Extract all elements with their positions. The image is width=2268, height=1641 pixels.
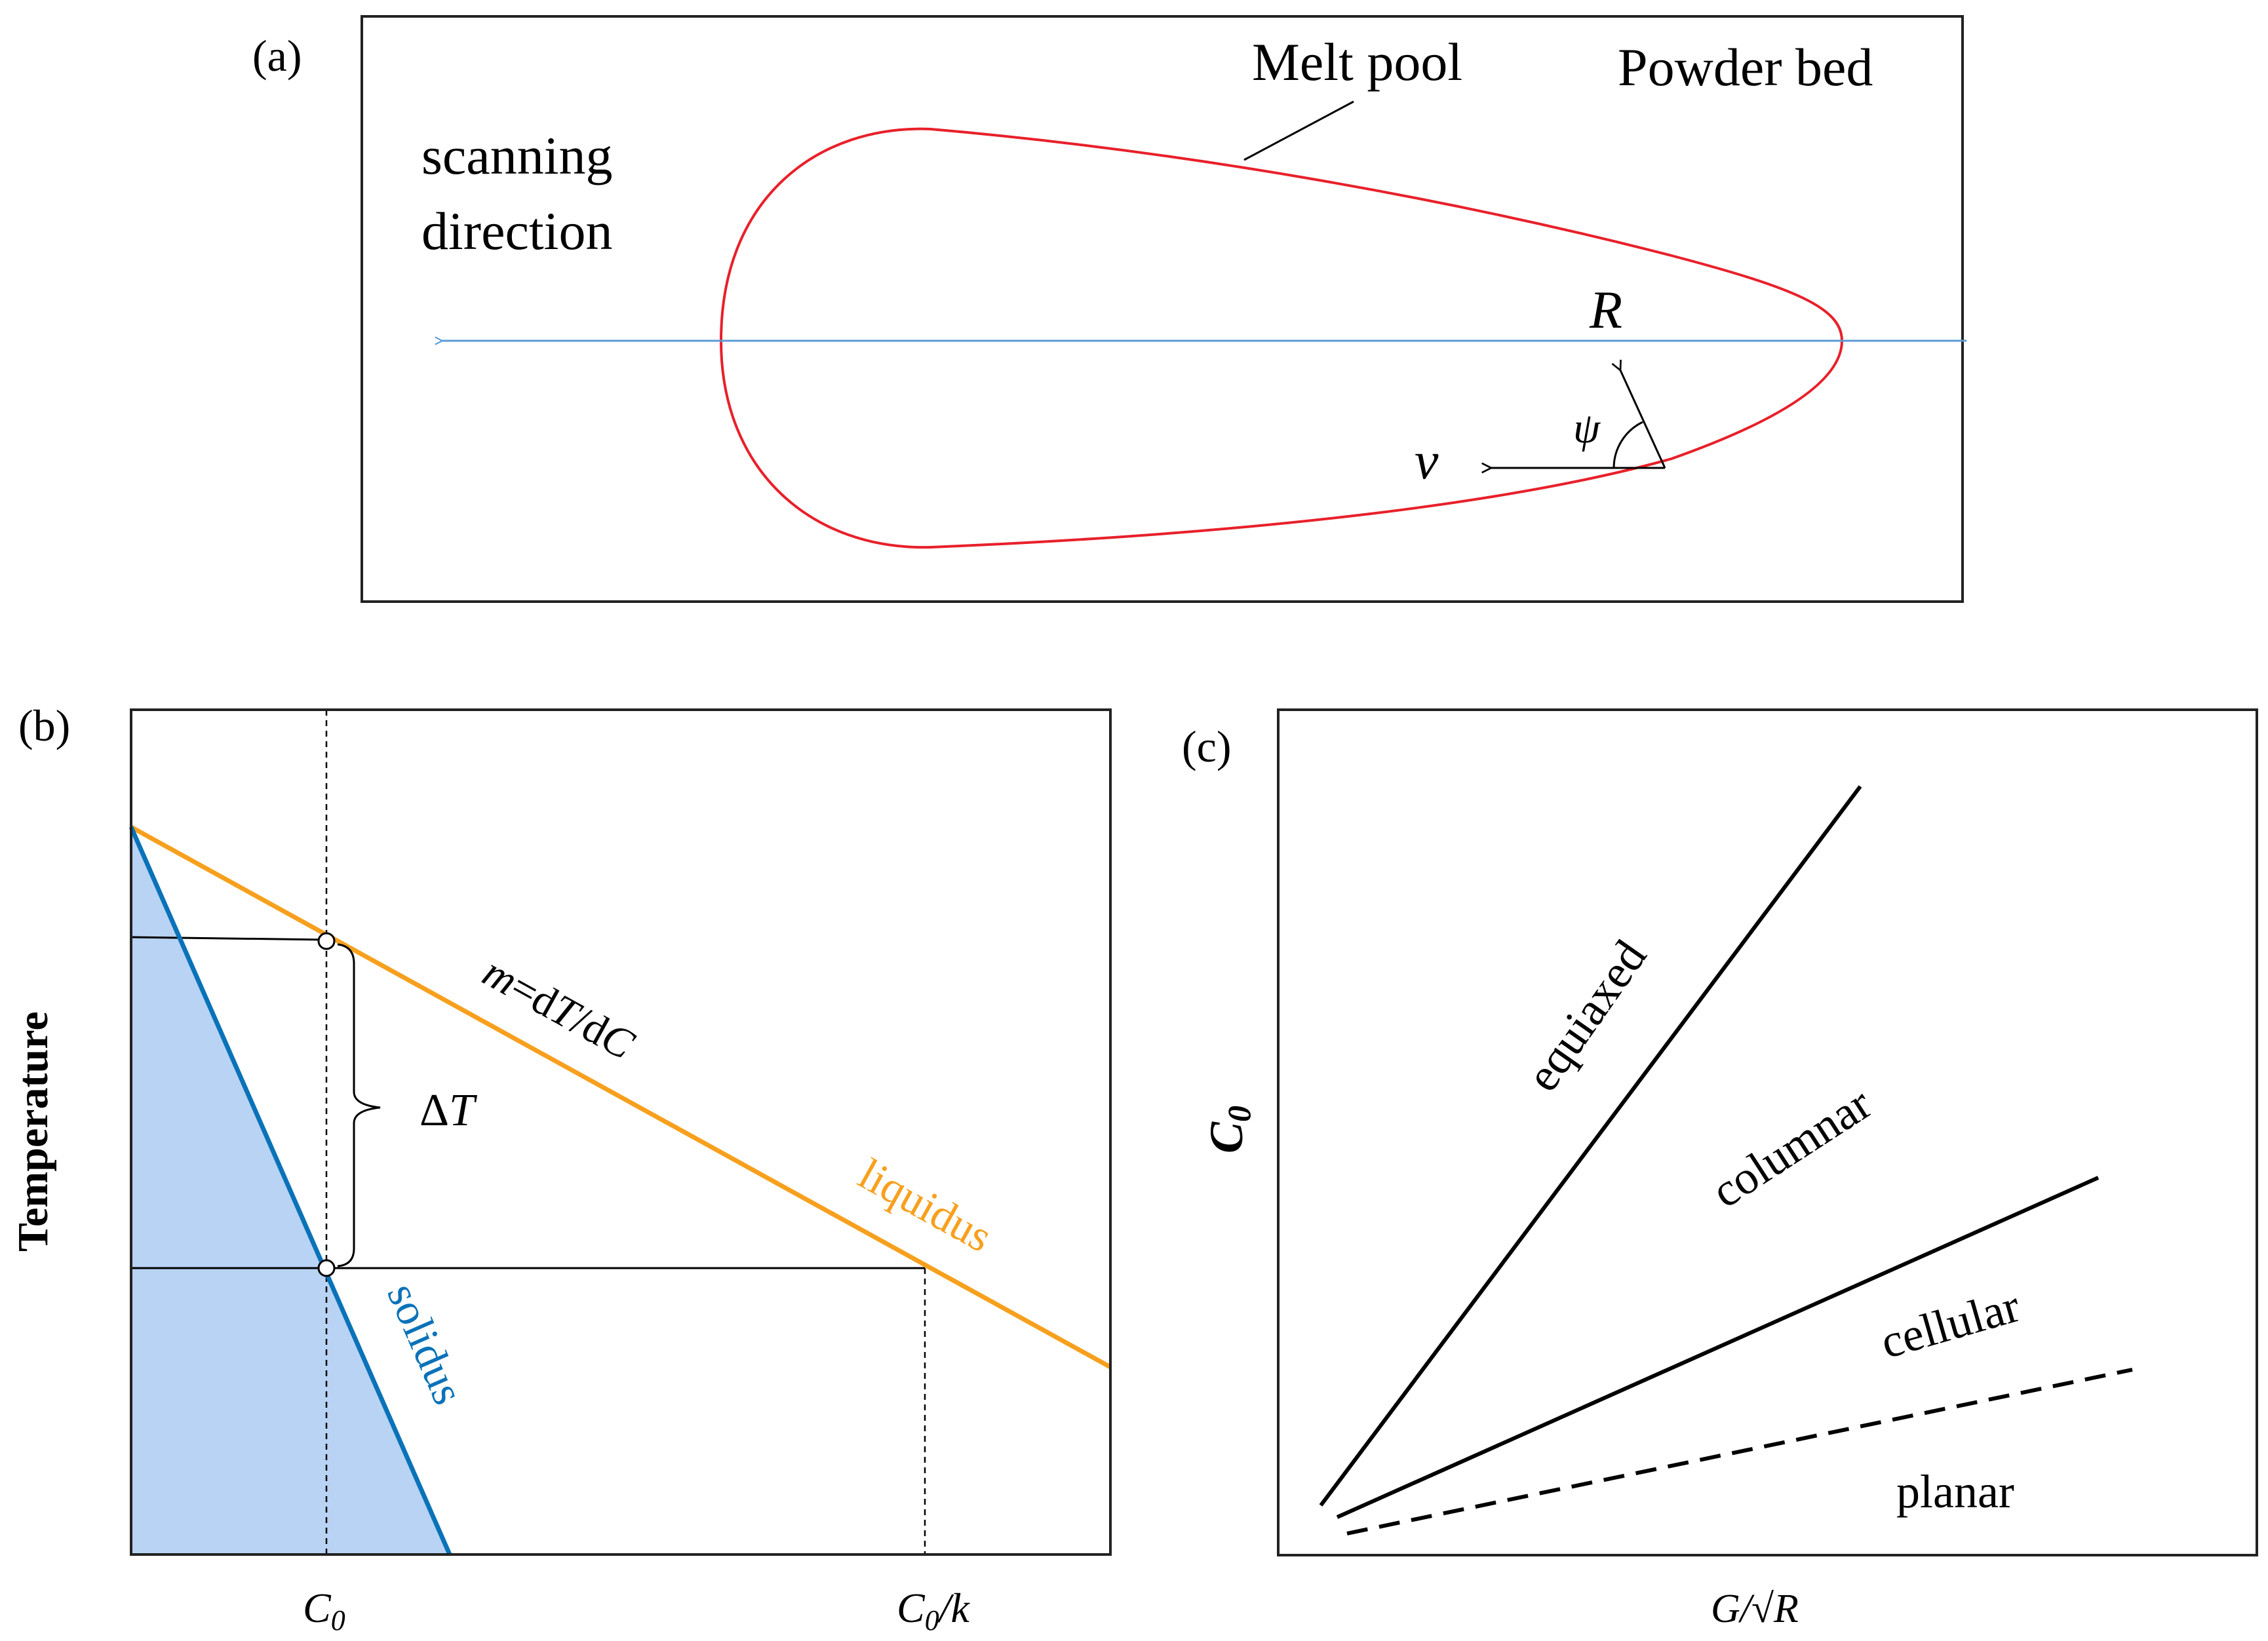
region-cellular: cellular [1875, 1279, 2025, 1368]
panel-b: (b) Temperature ΔT m=dT/dC liquidus soli… [9, 701, 1112, 1636]
liquidus-line [130, 824, 1112, 1370]
melt-pool-outline [719, 127, 1844, 549]
delta-t-label: ΔT [420, 1085, 478, 1136]
columnar-cellular-boundary [1336, 1176, 2100, 1519]
panel-b-label: (b) [18, 701, 70, 750]
slope-label: m=dT/dC [475, 948, 642, 1069]
solidus-line [128, 826, 452, 1556]
panel-b-frame [130, 708, 1112, 1556]
psi-angle-arc [1613, 421, 1643, 469]
panel-a: (a) Melt pool Powder bed scanning direct… [252, 15, 1966, 603]
temperature-axis-label: Temperature [9, 1011, 57, 1252]
liquidus-point [317, 932, 336, 950]
c0-axis-label: C0 [1200, 1106, 1257, 1153]
panel-c-label: (c) [1182, 722, 1231, 771]
cellular-planar-boundary [1346, 1368, 2133, 1535]
region-columnar: columnar [1702, 1077, 1881, 1218]
v-label: v [1415, 431, 1439, 490]
normal-arrow [1620, 370, 1666, 469]
solidus-label: solidus [378, 1276, 474, 1412]
melt-pool-leader [1243, 100, 1354, 161]
equiaxed-columnar-boundary [1319, 785, 1862, 1507]
panel-a-frame [361, 15, 1964, 603]
psi-label: ψ [1573, 404, 1601, 452]
g-over-sqrt-r-axis-label: G/√R [1711, 1587, 1799, 1631]
melt-pool-label: Melt pool [1252, 32, 1462, 92]
region-planar: planar [1896, 1465, 2014, 1518]
c0-tick-label: C0 [303, 1585, 345, 1636]
region-equiaxed: equiaxed [1516, 931, 1657, 1100]
scanning-label-line1: scanning [421, 126, 612, 185]
r-label: R [1589, 280, 1622, 339]
solidus-point [317, 1259, 336, 1277]
upper-horizontal-line [130, 936, 327, 941]
powder-bed-label: Powder bed [1618, 37, 1873, 97]
panel-a-label: (a) [252, 31, 302, 81]
scanning-label-line2: direction [421, 201, 612, 261]
c0k-tick-label: C0/k [897, 1585, 970, 1636]
panel-c: (c) equiaxed columnar cellular planar C0… [1182, 708, 2258, 1631]
liquidus-label: liquidus [851, 1149, 1001, 1262]
panel-c-frame [1277, 708, 2258, 1556]
delta-t-bracket [337, 943, 381, 1267]
